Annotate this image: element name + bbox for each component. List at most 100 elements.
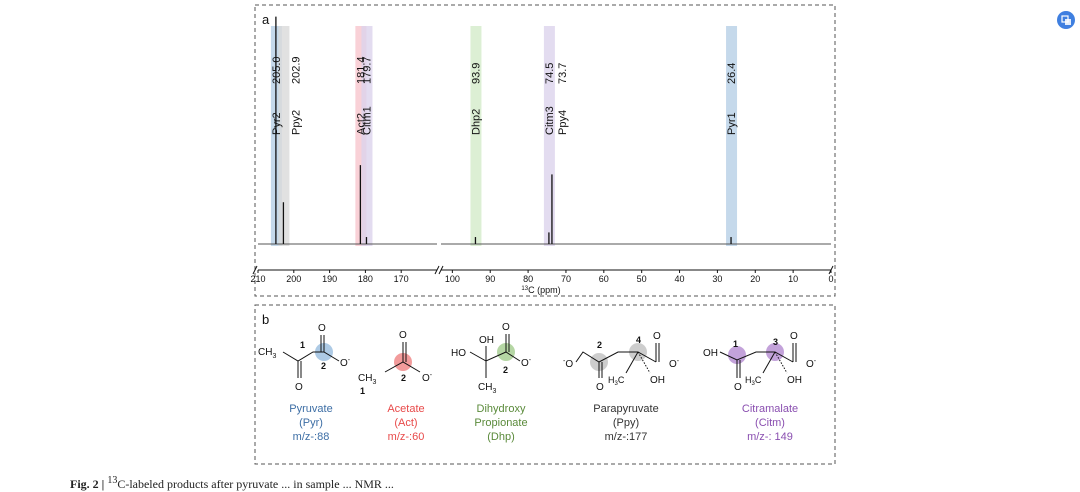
pyruvate-abbr: (Pyr) bbox=[299, 417, 323, 429]
peak-value-ppy2: 202.9 bbox=[290, 56, 302, 84]
peak-value-citm1: 179.7 bbox=[361, 56, 373, 84]
pyruvate-c2: 2 bbox=[321, 361, 326, 371]
ppy-o-bottom: O bbox=[596, 382, 604, 393]
ppy-mz: m/z-:177 bbox=[605, 431, 648, 443]
tick-label-210: 210 bbox=[250, 274, 265, 284]
dhp-abbr: (Dhp) bbox=[487, 431, 515, 443]
citm-o-top: O bbox=[790, 331, 798, 342]
tick-label-200: 200 bbox=[286, 274, 301, 284]
ppy-abbr: (Ppy) bbox=[613, 417, 639, 429]
peak-name-act2: Act2 bbox=[355, 113, 367, 135]
panel-b-frame bbox=[254, 304, 836, 465]
axis-break-1 bbox=[434, 265, 440, 275]
band-citm3 bbox=[543, 26, 555, 246]
dhp-ch3: CH3 bbox=[478, 382, 496, 395]
spectrum bbox=[258, 16, 831, 245]
band-citm1 bbox=[361, 26, 373, 246]
pyruvate-ch3: CH3 bbox=[258, 347, 276, 360]
peak-name-dhp2: Dhp2 bbox=[470, 109, 482, 135]
peak-labels: Pyr2 205.0 Ppy2 202.9 Act2 181.4 Citm1 179.7 Dhp… bbox=[271, 56, 738, 135]
panel-a-frame bbox=[254, 4, 836, 297]
pyruvate-structure: CH3 O O O- 1 2 Pyruvate (Pyr) m/z-:88 bbox=[258, 323, 351, 443]
ppy-o-top: O bbox=[653, 331, 661, 342]
figure-caption: Fig. 2 | 13C-labeled products after pyru… bbox=[70, 475, 394, 491]
band-pyr1 bbox=[726, 26, 738, 246]
peak-name-pyr2: Pyr2 bbox=[271, 112, 283, 135]
peak-name-citm1: Citm1 bbox=[361, 106, 373, 135]
citm-abbr: (Citm) bbox=[755, 417, 785, 429]
peak-value-pyr1: 26.4 bbox=[726, 63, 738, 84]
translate-icon bbox=[1060, 14, 1071, 25]
tick-label-190: 190 bbox=[322, 274, 337, 284]
acetate-mz: m/z-:60 bbox=[388, 431, 425, 443]
peak-value-ppy4: 73.7 bbox=[557, 63, 569, 84]
peak-value-pyr2: 205.0 bbox=[271, 56, 283, 84]
pyruvate-o-bottom: O bbox=[295, 382, 303, 393]
ppy-c2: 2 bbox=[597, 340, 602, 350]
tick-label-70: 70 bbox=[561, 274, 571, 284]
acetate-o-top: O bbox=[399, 330, 407, 341]
acetate-c1: 1 bbox=[360, 386, 365, 396]
citm-name: Citramalate bbox=[742, 403, 798, 415]
dhp-structure: HO OH O O- CH3 2 Dihydroxy Propionate (D… bbox=[451, 322, 532, 443]
dhp-name: Dihydroxy bbox=[477, 403, 526, 415]
dhp-o-minus: O- bbox=[521, 357, 532, 369]
translate-button[interactable] bbox=[1057, 11, 1075, 29]
acetate-abbr: (Act) bbox=[394, 417, 417, 429]
citm-c1-highlight bbox=[728, 346, 746, 364]
dhp-c2: 2 bbox=[503, 365, 508, 375]
axis-break-3 bbox=[828, 265, 834, 275]
tick-label-50: 50 bbox=[637, 274, 647, 284]
dhp-oh: OH bbox=[479, 335, 494, 346]
tick-label-170: 170 bbox=[394, 274, 409, 284]
peak-value-dhp2: 93.9 bbox=[470, 63, 482, 84]
ppy-h3c: H3C bbox=[608, 375, 625, 387]
dhp-o-top: O bbox=[502, 322, 510, 333]
peak-name-ppy4: Ppy4 bbox=[557, 110, 569, 135]
ppy-c4: 4 bbox=[636, 335, 641, 345]
band-act2 bbox=[355, 26, 367, 246]
ppy-o-left: -O bbox=[563, 358, 573, 370]
acetate-name: Acetate bbox=[387, 403, 424, 415]
tick-label-180: 180 bbox=[358, 274, 373, 284]
citm-oh-left: OH bbox=[703, 348, 718, 359]
panel-b-label: b bbox=[262, 312, 269, 327]
peak-name-ppy2: Ppy2 bbox=[290, 110, 302, 135]
citm-h3c: H3C bbox=[745, 375, 762, 387]
peak-value-act2: 181.4 bbox=[355, 56, 367, 84]
acetate-ch3: CH3 bbox=[358, 373, 376, 386]
peak-name-citm3: Citm3 bbox=[544, 106, 556, 135]
pyruvate-c1: 1 bbox=[300, 340, 305, 350]
tick-label-30: 30 bbox=[712, 274, 722, 284]
x-axis: 210 200 190 180 170 100 90 80 70 60 50 40 30 20 10 0 bbox=[250, 265, 834, 284]
axis-break-0 bbox=[252, 265, 258, 275]
pyruvate-mz: m/z-:88 bbox=[293, 431, 330, 443]
band-ppy2 bbox=[278, 26, 290, 246]
tick-label-80: 80 bbox=[523, 274, 533, 284]
ppy-oh: OH bbox=[650, 375, 665, 386]
pyruvate-o-top: O bbox=[318, 323, 326, 334]
acetate-structure: CH3 O O- 1 2 Acetate (Act) m/z-:60 bbox=[358, 330, 433, 443]
dhp-ho: HO bbox=[451, 348, 466, 359]
tick-label-20: 20 bbox=[750, 274, 760, 284]
acetate-o-minus: O- bbox=[422, 372, 433, 384]
citm-c1: 1 bbox=[733, 339, 738, 349]
acetate-c2: 2 bbox=[401, 373, 406, 383]
tick-label-40: 40 bbox=[675, 274, 685, 284]
tick-label-60: 60 bbox=[599, 274, 609, 284]
citm-o-minus: O- bbox=[806, 358, 817, 370]
tick-label-90: 90 bbox=[485, 274, 495, 284]
pyruvate-name: Pyruvate bbox=[289, 403, 332, 415]
ppy-name: Parapyruvate bbox=[593, 403, 658, 415]
dhp-name2: Propionate bbox=[474, 417, 527, 429]
panel-a-label: a bbox=[262, 12, 270, 27]
x-axis-label: 13C (ppm) bbox=[521, 285, 560, 295]
peak-value-citm3: 74.5 bbox=[544, 63, 556, 84]
ppy-structure: -O O O O- H3C OH 2 4 Parapyruvate (Ppy) … bbox=[563, 331, 680, 443]
ppy-o-minus: O- bbox=[669, 358, 680, 370]
axis-break-2 bbox=[438, 265, 444, 275]
citm-oh: OH bbox=[787, 375, 802, 386]
tick-label-100: 100 bbox=[445, 274, 460, 284]
citm-o-bottom: O bbox=[734, 382, 742, 393]
